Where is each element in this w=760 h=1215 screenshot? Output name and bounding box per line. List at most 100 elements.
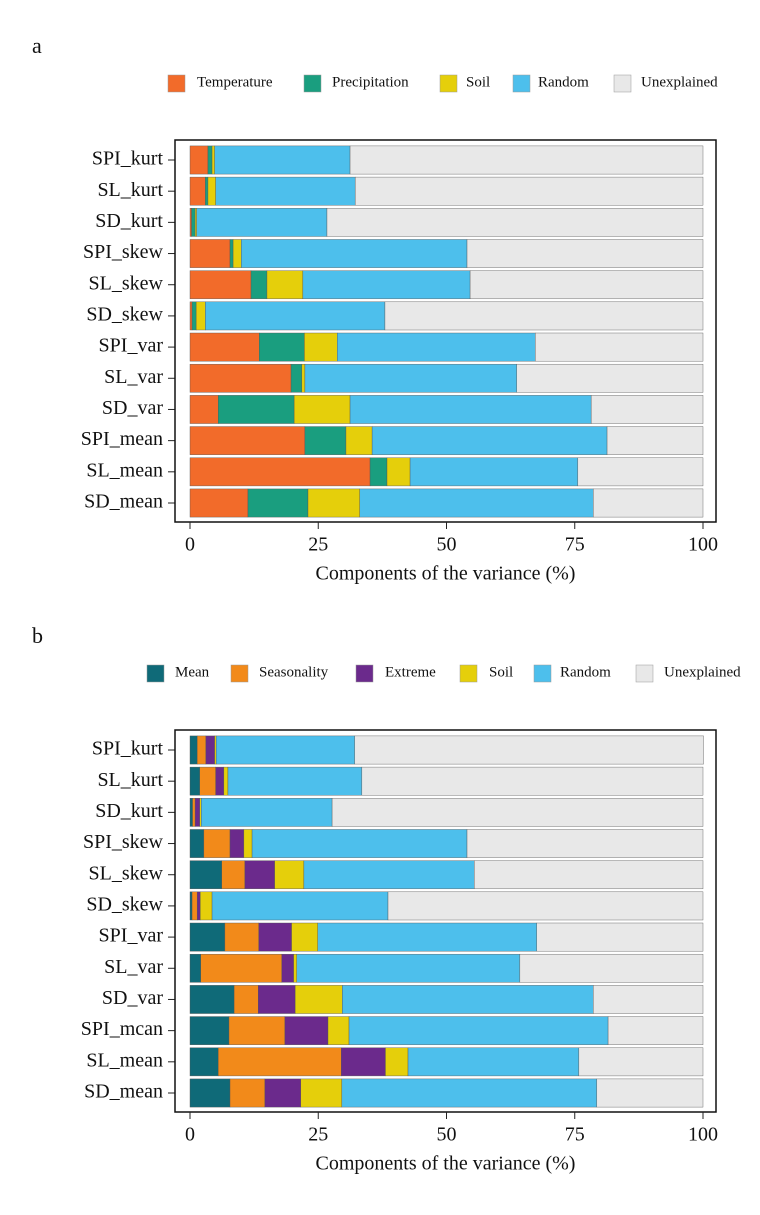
bar-segment: [189, 301, 193, 331]
bar-segment: [369, 457, 388, 487]
bar-segment: [387, 891, 704, 921]
bar-segment: [348, 1016, 609, 1045]
legend-label: Unexplained: [664, 664, 741, 680]
bar-segment: [535, 332, 704, 362]
bar-segment: [244, 860, 275, 890]
y-tick-label: SPI_kurt: [92, 738, 164, 760]
bar-segment: [196, 891, 201, 921]
bar-segment: [474, 860, 704, 890]
bar-segment: [354, 176, 704, 206]
legend-label: Mean: [175, 664, 210, 680]
bar-segment: [223, 766, 229, 796]
bar-segment: [203, 829, 231, 858]
bar-segment: [205, 301, 386, 331]
bar-segment: [189, 426, 306, 455]
bar-segment: [304, 426, 347, 455]
legend-swatch: [613, 74, 632, 93]
bar-segment: [291, 922, 318, 952]
y-tick-label: SD_kurt: [95, 800, 163, 822]
y-tick-label: SD_kurt: [95, 210, 163, 232]
bar-segment: [361, 766, 704, 796]
bar-segment: [466, 239, 704, 268]
bar-segment: [341, 1078, 598, 1108]
bar-segment: [326, 208, 704, 237]
bar-segment: [303, 860, 475, 890]
bar-segment: [200, 891, 213, 921]
bar-segment: [596, 1078, 704, 1108]
bar-segment: [281, 953, 294, 983]
bar-segment: [232, 239, 242, 268]
bar-segment: [590, 395, 704, 424]
bar-segment: [189, 985, 235, 1014]
bar-segment: [247, 488, 309, 518]
bar-segment: [189, 395, 219, 424]
bar-segment: [194, 208, 197, 237]
bar-segment: [189, 270, 252, 300]
bar-segment: [294, 985, 343, 1014]
x-tick-label: 100: [688, 534, 718, 556]
legend-label: Soil: [466, 74, 490, 90]
bar-segment: [228, 1016, 286, 1045]
legend-label: Random: [538, 74, 589, 90]
y-tick-label: SL_mean: [86, 1049, 163, 1071]
bar-segment: [250, 270, 268, 300]
bar-segment: [243, 829, 253, 858]
bar-segment: [189, 363, 292, 393]
bar-segment: [205, 735, 215, 765]
y-tick-label: SD_var: [102, 397, 163, 419]
legend-label: Temperature: [197, 74, 273, 90]
bar-segment: [307, 488, 361, 518]
y-tick-label: SPI_var: [99, 335, 164, 357]
bar-segment: [407, 1047, 580, 1077]
x-tick-label: 50: [437, 534, 457, 556]
x-axis-title: Components of the variance (%): [316, 563, 576, 585]
y-tick-label: SL_skew: [89, 272, 164, 294]
bar-segment: [345, 426, 373, 455]
plot-frame: [174, 729, 717, 1113]
bar-segment: [189, 457, 371, 487]
y-tick-label: SPI_skew: [83, 831, 164, 853]
bar-segment: [259, 332, 305, 362]
legend-swatch: [439, 74, 458, 93]
bar-segment: [195, 301, 206, 331]
bar-segment: [211, 145, 215, 175]
bar-segment: [189, 829, 205, 858]
bar-segment: [215, 766, 225, 796]
bar-segment: [304, 332, 338, 362]
bar-segment: [196, 735, 207, 765]
bar-segment: [331, 798, 704, 827]
bar-segment: [354, 735, 704, 765]
bar-segment: [349, 395, 592, 424]
bar-segment: [606, 426, 704, 455]
x-tick-label: 0: [185, 1124, 195, 1146]
bar-segment: [218, 1047, 342, 1077]
legend-swatch: [167, 74, 186, 93]
y-tick-label: SPI_mean: [81, 428, 163, 450]
x-axis-title: Components of the variance (%): [316, 1153, 576, 1175]
bar-segment: [229, 239, 234, 268]
y-tick-label: SL_var: [104, 366, 163, 388]
bar-segment: [218, 395, 295, 424]
bar-segment: [189, 766, 200, 796]
legend-label: Extreme: [385, 664, 436, 680]
bar-segment: [192, 798, 196, 827]
bar-segment: [516, 363, 704, 393]
legend-swatch: [230, 664, 249, 683]
legend-label: Seasonality: [259, 664, 329, 680]
y-tick-label: SL_var: [104, 956, 163, 978]
bar-segment: [466, 829, 704, 858]
y-tick-label: SD_var: [102, 987, 163, 1009]
bar-segment: [196, 208, 328, 237]
x-tick-label: 0: [185, 534, 195, 556]
legend-swatch: [635, 664, 654, 683]
bar-segment: [207, 176, 216, 206]
y-tick-label: SPI_skew: [83, 241, 164, 263]
bar-segment: [189, 145, 209, 175]
bar-segment: [293, 395, 351, 424]
bar-segment: [385, 1047, 409, 1077]
bar-segment: [189, 1078, 231, 1108]
bar-segment: [301, 363, 306, 393]
y-tick-label: SL_kurt: [97, 179, 163, 201]
bar-segment: [189, 208, 192, 237]
